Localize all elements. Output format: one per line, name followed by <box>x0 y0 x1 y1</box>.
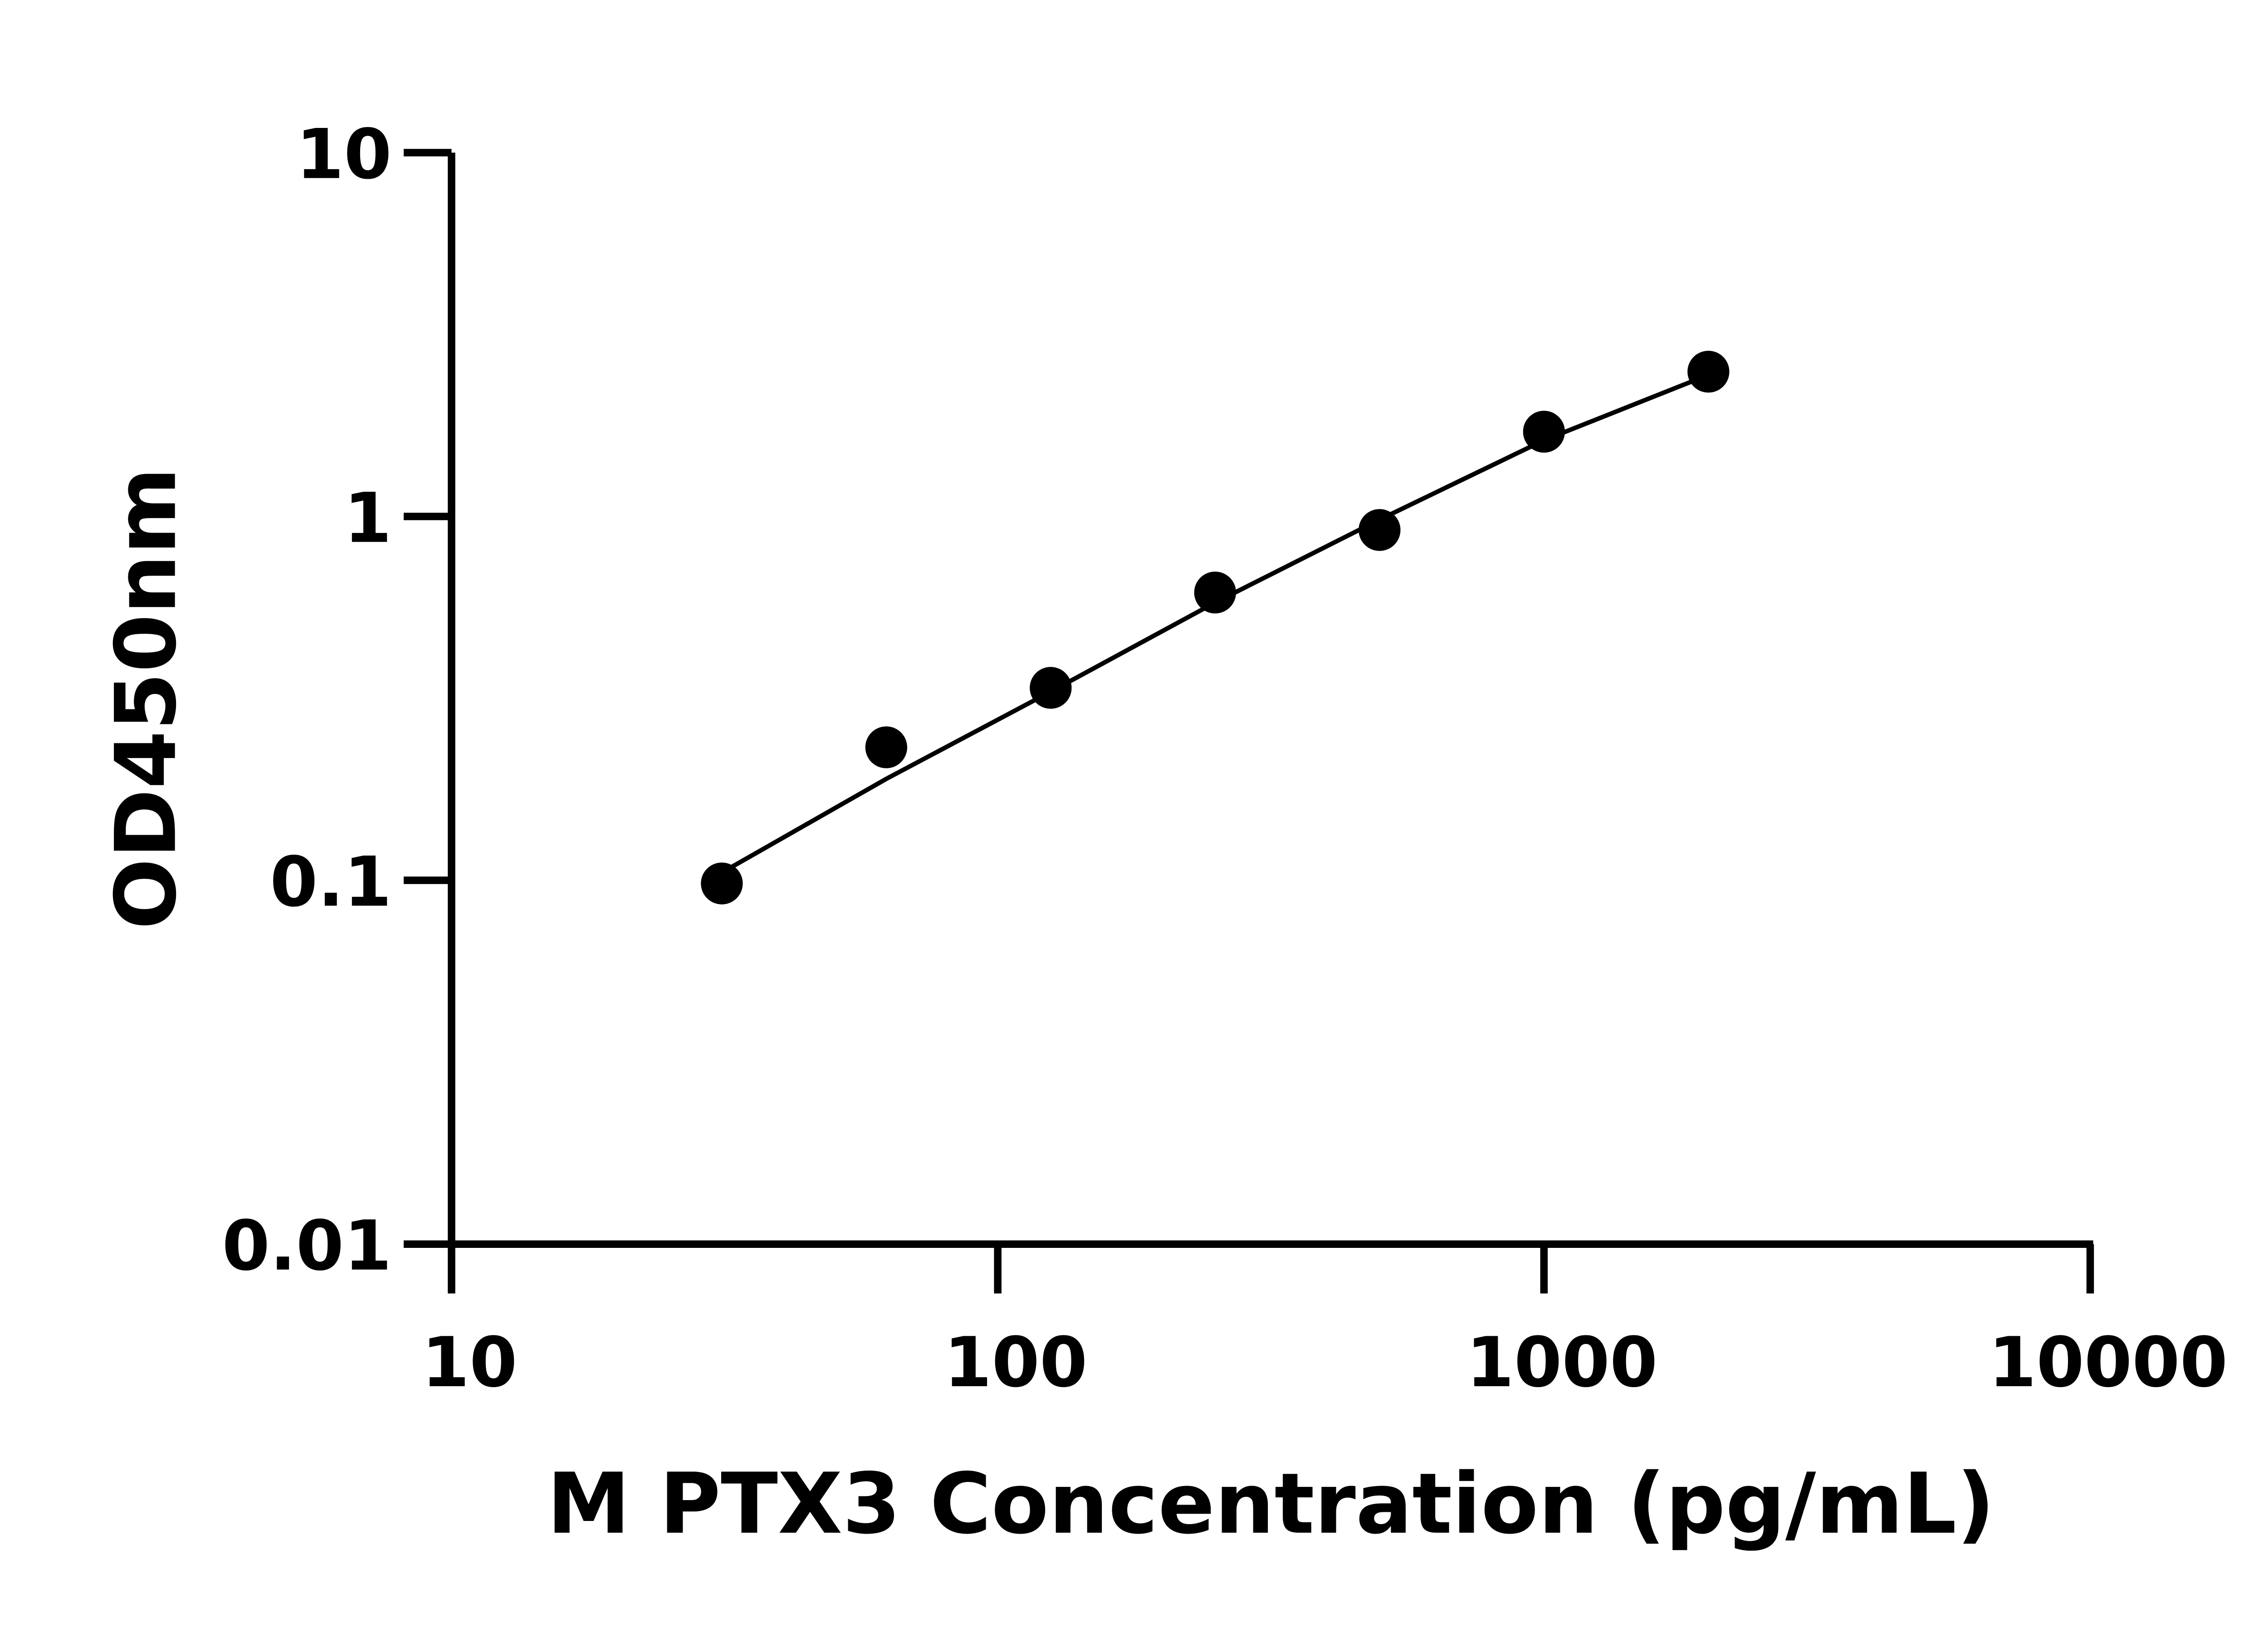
x-tick-label: 1000 <box>1466 1322 1657 1403</box>
data-point <box>1030 667 1072 709</box>
data-point <box>701 862 743 905</box>
y-tick-label: 10 <box>296 114 392 195</box>
y-tick-label: 1 <box>344 478 391 558</box>
y-tick-label: 0.1 <box>270 842 392 922</box>
data-point <box>1359 509 1401 551</box>
data-points <box>701 351 1730 905</box>
fit-curve <box>720 372 1710 875</box>
data-point <box>1194 572 1236 614</box>
data-point <box>865 726 907 768</box>
data-point <box>1523 411 1565 453</box>
data-point <box>1687 351 1730 393</box>
x-tick-label: 10 <box>422 1322 518 1403</box>
y-tick-label: 0.01 <box>222 1206 392 1286</box>
y-axis-label: OD450nm <box>98 467 195 929</box>
x-tick-label: 10000 <box>1989 1322 2228 1403</box>
axes <box>448 152 2093 1248</box>
x-axis-label: M PTX3 Concentration (pg/mL) <box>547 1455 1995 1553</box>
fit-curve-group <box>720 372 1710 875</box>
x-tick-label: 100 <box>944 1322 1087 1403</box>
ticks: 0.01 0.1 1 10 10 100 1000 10000 <box>222 114 2228 1403</box>
